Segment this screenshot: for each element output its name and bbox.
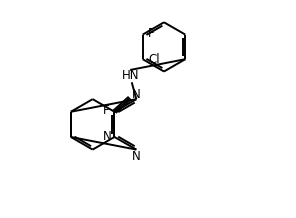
Text: N: N	[132, 150, 141, 163]
Text: Cl: Cl	[149, 53, 160, 66]
Text: F: F	[103, 104, 109, 117]
Text: HN: HN	[121, 69, 139, 82]
Text: F: F	[148, 27, 155, 39]
Text: N: N	[103, 131, 112, 143]
Text: N: N	[132, 88, 140, 101]
